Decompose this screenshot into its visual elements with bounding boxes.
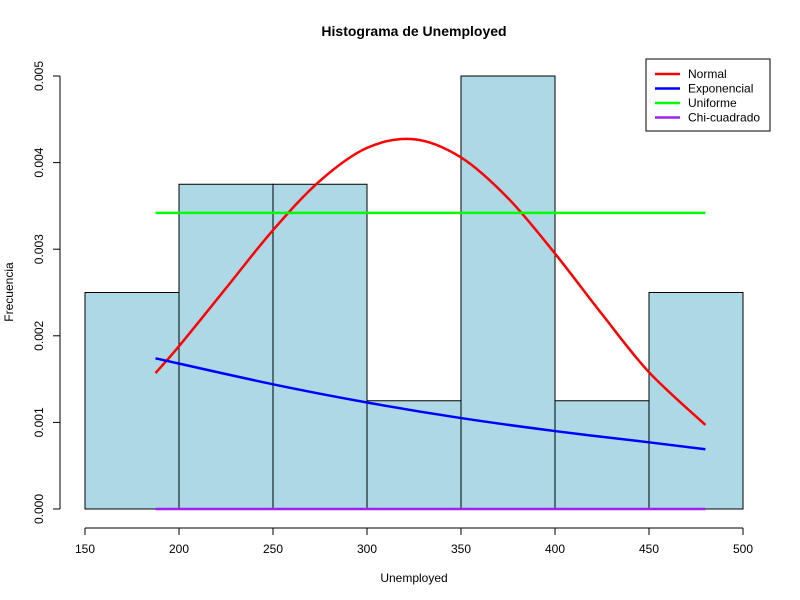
y-tick-label: 0.005 [32, 61, 46, 91]
x-tick-label: 200 [169, 542, 189, 556]
y-axis-label: Frecuencia [2, 262, 16, 322]
x-tick-label: 150 [75, 542, 95, 556]
y-tick-label: 0.001 [32, 407, 46, 437]
y-tick-label: 0.003 [32, 234, 46, 264]
y-tick-label: 0.000 [32, 494, 46, 524]
bars-layer [84, 75, 744, 510]
x-axis-label: Unemployed [380, 571, 447, 585]
histogram-bar-5 [554, 400, 650, 510]
histogram-bar-1 [178, 183, 274, 510]
y-tick-label: 0.002 [32, 320, 46, 350]
histogram-bar-6 [648, 292, 744, 510]
legend-entry: Exponencial [688, 82, 753, 96]
histogram-bar-0 [84, 292, 180, 510]
x-tick-label: 500 [733, 542, 753, 556]
legend-entry: Chi-cuadrado [688, 111, 760, 125]
histogram-bar-2 [272, 183, 368, 510]
y-tick-label: 0.004 [32, 147, 46, 177]
legend-entry: Uniforme [688, 96, 737, 110]
chart-title: Histograma de Unemployed [321, 23, 506, 39]
curves-layer [154, 137, 707, 511]
legend-entry: Normal [688, 67, 727, 81]
curve-exponencial [155, 357, 706, 451]
legend-box [645, 58, 771, 132]
x-tick-label: 250 [263, 542, 283, 556]
axes-layer: 150 200 250 300 350 400 450 500 0.000 0.001 0.002 0… [32, 61, 753, 556]
curve-normal [154, 137, 707, 426]
x-tick-label: 350 [451, 542, 471, 556]
x-tick-label: 450 [639, 542, 659, 556]
x-tick-label: 400 [545, 542, 565, 556]
histogram-bar-4 [460, 75, 556, 510]
x-tick-label: 300 [357, 542, 377, 556]
histogram-bar-3 [366, 400, 462, 510]
